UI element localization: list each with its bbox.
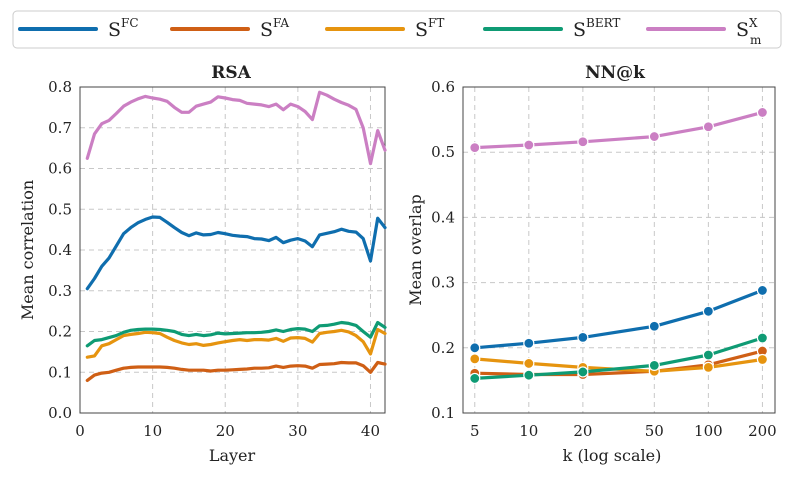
nnk-point-smx: [523, 139, 535, 151]
legend-label-sxm: SX m: [736, 16, 762, 47]
rsa-y-axis-label: Mean correlation: [18, 180, 37, 320]
rsa-x-tick-label: 0: [75, 422, 85, 440]
nnk-point-smx: [577, 136, 589, 148]
nnk-title: NN@k: [585, 63, 646, 83]
nnk-x-axis-label: k (log scale): [563, 446, 662, 465]
rsa-y-tick-label: 0.1: [48, 363, 72, 381]
rsa-y-tick-label: 0.4: [48, 241, 72, 259]
legend-label-sfa: SFA: [260, 16, 289, 41]
rsa-panel: RSA 0 10 20 30 40 0.0 0.1 0.2 0.3 0.4 0.5 0.6 0.7 0.8…: [18, 63, 387, 465]
rsa-y-tick-label: 0.3: [48, 282, 72, 300]
nnk-point-smx: [702, 121, 714, 133]
nnk-point-sfc: [702, 305, 714, 317]
nnk-x-tick-label: 50: [645, 422, 664, 440]
rsa-title: RSA: [211, 63, 251, 83]
nnk-series-line-smx: [473, 110, 765, 150]
rsa-y-tick-label: 0.6: [48, 160, 72, 178]
nnk-point-sfc: [577, 331, 589, 343]
rsa-plot-frame: [79, 86, 386, 414]
rsa-y-tick-label: 0.2: [48, 323, 72, 341]
nnk-point-sbert: [523, 369, 535, 381]
rsa-x-tick-label: 40: [361, 422, 380, 440]
nnk-x-tick-label: 10: [519, 422, 538, 440]
nnk-point-smx: [469, 142, 481, 154]
rsa-series-line-sfa: [85, 360, 387, 382]
nnk-y-tick-label: 0.3: [431, 274, 455, 292]
nnk-point-sft: [756, 353, 769, 366]
nnk-panel: NN@k 5 10 20 50 100 200 0.1 0.2 0.3 0.4 0.5 0.6 k (…: [406, 63, 777, 465]
nnk-point-sft: [523, 357, 535, 370]
rsa-x-tick-label: 20: [216, 422, 235, 440]
nnk-point-sfc: [648, 320, 660, 332]
legend: SFC SFA SFT SBERT SX m: [12, 10, 782, 49]
rsa-y-tick-label: 0.5: [48, 200, 72, 218]
nnk-point-sft: [702, 361, 714, 373]
nnk-point-sbert: [648, 359, 660, 372]
rsa-x-tick-label: 10: [143, 422, 162, 440]
nnk-point-sbert: [756, 332, 769, 344]
rsa-series-line-sbert: [85, 320, 387, 348]
nnk-point-sfc: [469, 342, 481, 354]
legend-label-sbert: SBERT: [573, 16, 620, 41]
rsa-series-line-smx: [85, 90, 387, 166]
nnk-series-line-sbert: [473, 336, 765, 380]
rsa-y-tick-label: 0.8: [48, 78, 72, 96]
rsa-y-tick-label: 0.0: [48, 404, 72, 422]
nnk-y-tick-label: 0.6: [431, 78, 455, 96]
nnk-point-sbert: [577, 366, 589, 378]
nnk-point-sfc: [523, 337, 535, 349]
legend-label-sft: SFT: [415, 16, 444, 41]
nnk-plot-frame: [462, 86, 776, 414]
nnk-series-line-sfc: [473, 288, 765, 350]
nnk-point-sft: [469, 353, 481, 365]
nnk-point-sbert: [702, 349, 714, 361]
nnk-y-tick-label: 0.4: [431, 208, 455, 226]
rsa-y-tick-label: 0.7: [48, 119, 72, 137]
nnk-point-smx: [648, 130, 660, 143]
nnk-point-smx: [756, 106, 769, 119]
nnk-x-tick-label: 20: [573, 422, 592, 440]
nnk-x-tick-label: 200: [748, 422, 777, 440]
nnk-x-tick-label: 100: [694, 422, 723, 440]
nnk-y-axis-label: Mean overlap: [406, 194, 425, 305]
rsa-x-axis-label: Layer: [209, 446, 256, 465]
rsa-x-tick-label: 30: [288, 422, 307, 440]
nnk-y-tick-label: 0.2: [431, 339, 455, 357]
nnk-y-tick-label: 0.1: [431, 404, 455, 422]
rsa-series-line-sft: [85, 327, 387, 359]
legend-label-sfc: SFC: [108, 16, 139, 41]
rsa-series-line-sfc: [85, 215, 387, 291]
nnk-y-tick-label: 0.5: [431, 143, 455, 161]
nnk-point-sbert: [469, 372, 481, 385]
nnk-x-tick-label: 5: [470, 422, 480, 440]
nnk-point-sfc: [756, 284, 769, 297]
